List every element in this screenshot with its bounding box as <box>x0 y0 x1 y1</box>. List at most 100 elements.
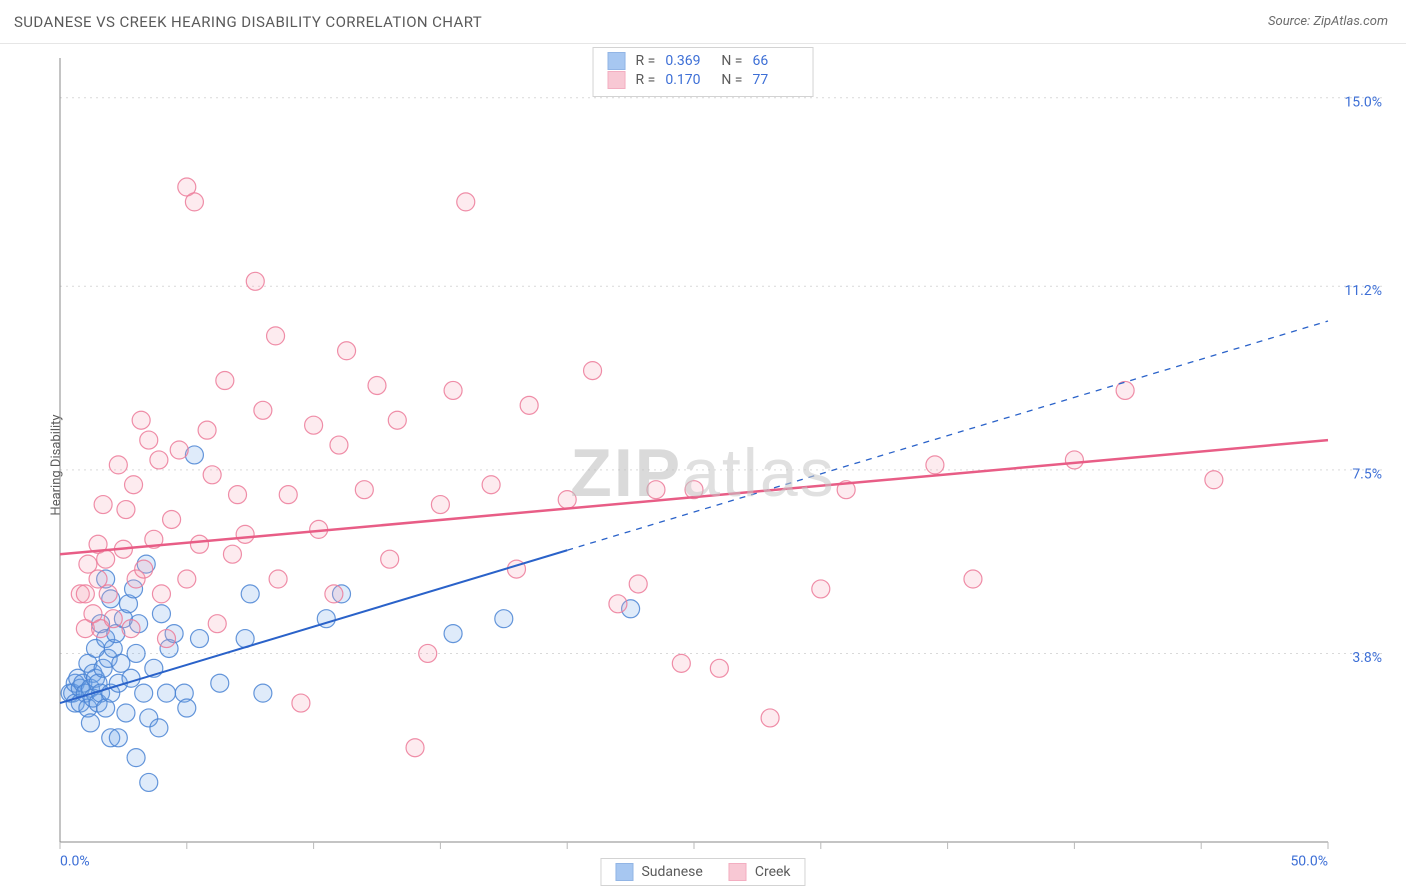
scatter-point <box>305 416 323 434</box>
scatter-point <box>482 476 500 494</box>
legend-swatch <box>615 863 633 881</box>
scatter-point <box>203 466 221 484</box>
x-tick-label: 50.0% <box>1290 854 1328 870</box>
legend-swatch <box>608 71 626 89</box>
stats-row: R = 0.170 N = 77 <box>608 71 799 90</box>
scatter-point <box>381 550 399 568</box>
scatter-point <box>94 496 112 514</box>
x-tick-label: 0.0% <box>60 854 90 870</box>
scatter-point <box>127 644 145 662</box>
trend-line-dashed <box>567 321 1328 550</box>
scatter-point <box>127 749 145 767</box>
scatter-point <box>609 595 627 613</box>
y-tick-label: 3.8% <box>1352 650 1382 666</box>
scatter-point <box>81 714 99 732</box>
scatter-point <box>211 674 229 692</box>
scatter-point <box>761 709 779 727</box>
chart-header: SUDANESE VS CREEK HEARING DISABILITY COR… <box>0 0 1406 44</box>
legend-swatch <box>729 863 747 881</box>
scatter-point <box>431 496 449 514</box>
scatter-point <box>584 362 602 380</box>
bottom-legend: Sudanese Creek <box>600 858 805 886</box>
scatter-point <box>388 411 406 429</box>
scatter-point <box>647 481 665 499</box>
scatter-point <box>109 456 127 474</box>
legend-swatch <box>608 52 626 70</box>
scatter-point <box>158 630 176 648</box>
scatter-point <box>135 560 153 578</box>
scatter-point <box>325 585 343 603</box>
source-label: Source: <box>1268 14 1310 29</box>
chart-container: SUDANESE VS CREEK HEARING DISABILITY COR… <box>0 0 1406 892</box>
y-tick-label: 7.5% <box>1352 467 1382 483</box>
scatter-point <box>338 342 356 360</box>
scatter-point <box>254 401 272 419</box>
scatter-point <box>190 535 208 553</box>
scatter-point <box>229 486 247 504</box>
scatter-point <box>135 684 153 702</box>
stat-n-label: N = <box>721 71 742 90</box>
y-tick-label: 15.0% <box>1344 94 1382 110</box>
stat-r-value: 0.369 <box>665 52 711 71</box>
stats-row: R =0.369N =66 <box>608 52 799 71</box>
scatter-point <box>150 719 168 737</box>
scatter-point <box>122 620 140 638</box>
scatter-point <box>926 456 944 474</box>
scatter-point <box>208 615 226 633</box>
scatter-point <box>254 684 272 702</box>
chart-source: Source: ZipAtlas.com <box>1268 14 1388 29</box>
stat-r-value: 0.170 <box>665 71 711 90</box>
scatter-point <box>629 575 647 593</box>
stat-r-label: R = <box>636 71 656 90</box>
scatter-point <box>104 610 122 628</box>
scatter-point <box>236 525 254 543</box>
scatter-point <box>710 659 728 677</box>
scatter-point <box>132 411 150 429</box>
scatter-point <box>330 436 348 454</box>
legend-item: Sudanese <box>615 863 702 881</box>
stat-n-value: 77 <box>752 71 798 90</box>
scatter-point <box>444 381 462 399</box>
scatter-point <box>368 376 386 394</box>
scatter-point <box>97 550 115 568</box>
scatter-point <box>558 491 576 509</box>
stat-r-label: R = <box>636 52 656 71</box>
scatter-point <box>152 605 170 623</box>
scatter-point <box>185 193 203 211</box>
scatter-point <box>140 773 158 791</box>
scatter-point <box>198 421 216 439</box>
scatter-point <box>170 441 188 459</box>
scatter-point <box>672 654 690 672</box>
scatter-point <box>964 570 982 588</box>
scatter-point <box>292 694 310 712</box>
scatter-point <box>99 585 117 603</box>
trend-line <box>60 440 1328 554</box>
scatter-plot-svg: 3.8% 7.5% 11.2% 15.0% 0.0% 50.0% <box>14 44 1392 886</box>
scatter-point <box>117 704 135 722</box>
plot-area: Hearing Disability 3.8%7.5%11.2%15.0%0.0… <box>14 44 1392 886</box>
scatter-point <box>109 729 127 747</box>
source-name: ZipAtlas.com <box>1313 14 1388 29</box>
scatter-point <box>158 684 176 702</box>
scatter-point <box>223 545 241 563</box>
legend-item: Creek <box>729 863 791 881</box>
scatter-point <box>269 570 287 588</box>
scatter-point <box>178 699 196 717</box>
scatter-point <box>150 451 168 469</box>
scatter-point <box>117 501 135 519</box>
scatter-point <box>163 510 181 528</box>
scatter-point <box>355 481 373 499</box>
stat-n-value: 66 <box>752 52 798 71</box>
scatter-point <box>76 585 94 603</box>
legend-label: Sudanese <box>641 864 702 880</box>
y-tick-label: 11.2% <box>1344 283 1382 299</box>
scatter-point <box>267 327 285 345</box>
scatter-point <box>444 625 462 643</box>
scatter-point <box>495 610 513 628</box>
legend-label: Creek <box>755 864 791 880</box>
chart-title: SUDANESE VS CREEK HEARING DISABILITY COR… <box>14 13 482 31</box>
scatter-point <box>457 193 475 211</box>
scatter-point <box>125 476 143 494</box>
scatter-point <box>190 630 208 648</box>
scatter-point <box>279 486 297 504</box>
